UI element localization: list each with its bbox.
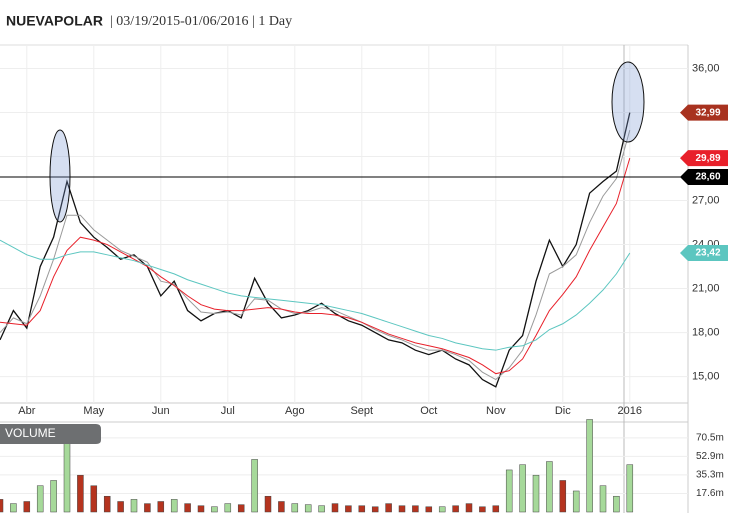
line-series <box>0 157 631 375</box>
volume-bar <box>385 503 392 513</box>
volume-bar <box>398 505 406 513</box>
volume-bar <box>197 505 205 513</box>
volume-bar <box>572 490 580 513</box>
price-tag <box>680 169 728 186</box>
volume-bar <box>586 419 593 513</box>
volume-bar <box>170 499 178 513</box>
x-tick-label: Oct <box>420 405 437 417</box>
volume-bar <box>23 501 31 513</box>
volume-bar <box>36 485 44 513</box>
x-tick-label: Sept <box>350 405 373 417</box>
x-tick-label: Abr <box>18 405 35 417</box>
y-tick-label: 15,00 <box>692 370 720 382</box>
volume-bar <box>264 495 272 513</box>
price-tag-label: 28,60 <box>695 172 720 183</box>
y-tick-label: 36,00 <box>692 62 720 74</box>
volume-bar <box>358 505 366 513</box>
volume-bar <box>492 505 500 513</box>
volume-bar <box>130 499 138 513</box>
x-tick-label: Nov <box>486 405 506 417</box>
volume-bar <box>559 480 567 513</box>
volume-bar <box>532 474 540 513</box>
x-tick-label: Dic <box>555 405 571 417</box>
volume-bar <box>278 501 285 513</box>
y-tick-label: 18,00 <box>692 326 720 338</box>
price-tag <box>680 104 728 121</box>
x-tick-label: May <box>83 405 104 417</box>
price-tag <box>680 245 728 262</box>
volume-bar <box>412 505 419 513</box>
volume-bar <box>144 503 151 513</box>
volume-bar <box>519 464 526 513</box>
volume-bar <box>211 506 218 513</box>
volume-bar <box>452 505 459 513</box>
volume-label: VOLUME <box>5 426 56 440</box>
annotation-ellipse <box>49 129 71 223</box>
volume-bar <box>371 506 379 513</box>
volume-bar <box>479 506 486 513</box>
volume-bar <box>251 459 258 513</box>
volume-bar <box>0 499 4 513</box>
volume-bar <box>184 503 191 513</box>
volume-bar <box>438 506 446 513</box>
chart-title: NUEVAPOLAR <box>6 13 103 29</box>
annotation-ellipse <box>611 61 645 143</box>
x-tick-label: Ago <box>285 405 305 417</box>
marks <box>0 112 688 513</box>
y-tick-label: 35.3m <box>696 470 724 481</box>
volume-bar <box>103 495 111 513</box>
volume-bar <box>599 485 607 513</box>
volume-bar <box>304 504 312 513</box>
tags: 28,60 32,99 29,89 23,42 <box>680 104 728 262</box>
volume-bar <box>291 503 299 513</box>
volume-bar <box>237 504 245 513</box>
price-tag-label: 29,89 <box>695 153 720 164</box>
volume-bar <box>224 503 232 513</box>
volume-bar <box>10 503 17 513</box>
price-tag-label: 32,99 <box>695 107 720 118</box>
y-tick-label: 70.5m <box>696 433 724 444</box>
line-series <box>0 112 631 388</box>
chart-subtitle: | 03/19/2015-01/06/2016 | 1 Day <box>110 14 292 29</box>
y-tick-label: 52.9m <box>696 451 724 462</box>
volume-bar <box>505 469 513 513</box>
line-series <box>0 239 631 351</box>
x-tick-label: 2016 <box>618 405 642 417</box>
volume-bar <box>50 480 57 513</box>
volume-bar <box>613 495 620 513</box>
volume-bar <box>425 506 433 513</box>
volume-bar <box>117 501 124 513</box>
volume-bar <box>157 501 165 513</box>
y-tick-label: 27,00 <box>692 194 720 206</box>
volume-bar <box>77 474 84 513</box>
price-tag <box>680 150 728 167</box>
x-tick-label: Jul <box>221 405 235 417</box>
y-tick-label: 21,00 <box>692 282 720 294</box>
volume-bar <box>90 485 98 513</box>
y-tick-label: 17.6m <box>696 488 724 499</box>
volume-label-box <box>0 424 101 444</box>
volume-bar <box>465 503 473 513</box>
volume-bar <box>318 505 325 513</box>
volume-bar <box>626 464 634 513</box>
price-tag-label: 23,42 <box>695 248 720 259</box>
x-tick-label: Jun <box>152 405 170 417</box>
volume-bar <box>546 461 553 513</box>
volume-bar <box>345 505 352 513</box>
volume-bar <box>331 503 339 513</box>
